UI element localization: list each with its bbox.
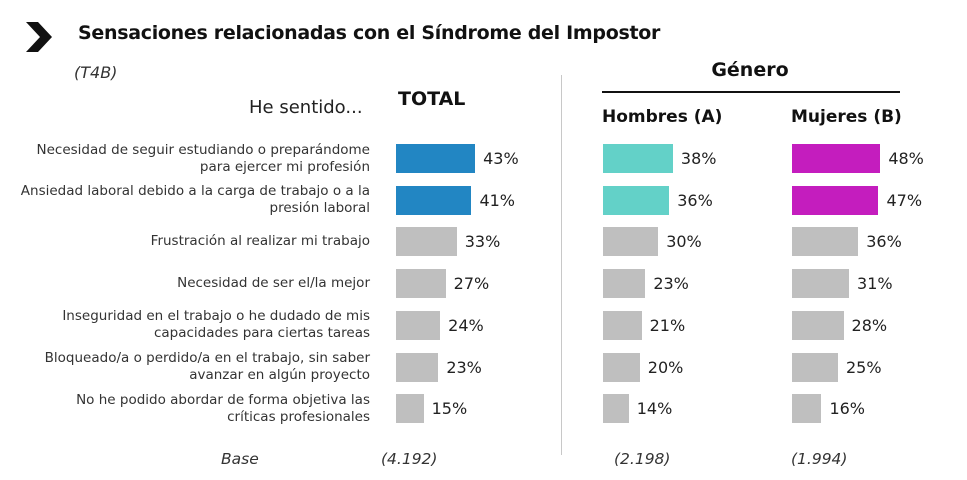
category-label-line: Ansiedad laboral debido a la carga de tr… bbox=[20, 183, 370, 200]
category-label: Frustración al realizar mi trabajo bbox=[10, 233, 370, 250]
bar-women bbox=[792, 310, 844, 340]
gender-header-underline bbox=[602, 91, 900, 93]
category-label-line: Bloqueado/a o perdido/a en el trabajo, s… bbox=[44, 350, 370, 366]
bar-women bbox=[792, 352, 838, 382]
category-label: No he podido abordar de forma objetiva l… bbox=[10, 392, 370, 426]
category-label-line: críticas profesionales bbox=[227, 408, 370, 425]
men-column-header: Hombres (A) bbox=[602, 107, 723, 127]
total-column-header: TOTAL bbox=[398, 88, 466, 110]
bar-total bbox=[396, 144, 476, 173]
base-total: (4.192) bbox=[381, 450, 438, 468]
category-label-line: Necesidad de ser el/la mejor bbox=[177, 275, 370, 292]
gender-group-header: Género bbox=[711, 59, 789, 81]
category-label-line: para ejercer mi profesión bbox=[199, 158, 370, 175]
data-label-women: 31% bbox=[857, 274, 893, 294]
base-women: (1.994) bbox=[791, 450, 848, 468]
category-label: Necesidad de ser el/la mejor bbox=[10, 275, 370, 292]
bar-men bbox=[603, 394, 629, 424]
bar-women bbox=[792, 269, 850, 299]
category-label-line: Inseguridad en el trabajo o he dudado de… bbox=[62, 308, 370, 325]
bar-women bbox=[792, 185, 879, 215]
chevron-right-icon bbox=[26, 22, 52, 52]
data-label-women: 47% bbox=[886, 190, 923, 210]
bar-women bbox=[792, 144, 881, 173]
bar-total bbox=[396, 310, 441, 340]
category-label-line: Frustración al realizar mi trabajo bbox=[150, 233, 370, 250]
question-label: He sentido... bbox=[249, 97, 363, 118]
category-label-line: presión laboral bbox=[269, 200, 370, 217]
category-label: Necesidad de seguir estudiando o prepará… bbox=[10, 141, 371, 176]
category-label-line: avanzar en algún proyecto bbox=[189, 367, 370, 383]
bar-total bbox=[396, 269, 446, 299]
base-label: Base bbox=[221, 450, 259, 468]
bar-total bbox=[396, 352, 439, 382]
data-label-men: 38% bbox=[680, 149, 717, 168]
data-label-total: 41% bbox=[479, 190, 515, 210]
category-label: Bloqueado/a o perdido/a en el trabajo, s… bbox=[10, 350, 370, 384]
category-label-line: No he podido abordar de forma objetiva l… bbox=[76, 391, 370, 408]
data-label-women: 48% bbox=[888, 149, 924, 168]
bar-men bbox=[603, 352, 640, 382]
data-label-men: 21% bbox=[649, 315, 686, 335]
category-label-line: capacidades para ciertas tareas bbox=[153, 325, 370, 342]
category-label: Inseguridad en el trabajo o he dudado de… bbox=[10, 308, 370, 342]
data-label-women: 36% bbox=[866, 232, 902, 252]
question-code: (T4B) bbox=[74, 63, 118, 82]
bar-men bbox=[603, 144, 673, 173]
data-label-women: 28% bbox=[851, 315, 888, 335]
data-label-total: 24% bbox=[448, 315, 484, 335]
data-label-men: 20% bbox=[647, 357, 684, 377]
data-label-total: 15% bbox=[431, 399, 468, 419]
data-label-men: 36% bbox=[677, 190, 713, 210]
bar-women bbox=[792, 394, 822, 424]
data-label-women: 16% bbox=[829, 399, 865, 419]
bar-men bbox=[603, 227, 659, 257]
bar-women bbox=[792, 227, 859, 257]
data-label-men: 14% bbox=[636, 399, 673, 419]
bar-total bbox=[396, 185, 472, 215]
data-label-total: 33% bbox=[464, 232, 501, 252]
data-label-total: 27% bbox=[453, 274, 490, 294]
bar-men bbox=[603, 310, 642, 340]
bar-men bbox=[603, 269, 646, 299]
women-column-header: Mujeres (B) bbox=[791, 107, 902, 127]
bar-total bbox=[396, 227, 457, 257]
data-label-total: 23% bbox=[446, 357, 482, 377]
column-divider bbox=[561, 75, 562, 455]
chart-title: Sensaciones relacionadas con el Síndrome… bbox=[78, 22, 661, 44]
category-label: Ansiedad laboral debido a la carga de tr… bbox=[10, 183, 370, 217]
base-men: (2.198) bbox=[614, 450, 671, 468]
data-label-men: 30% bbox=[666, 232, 702, 252]
bar-total bbox=[396, 394, 424, 424]
data-label-women: 25% bbox=[846, 357, 882, 377]
data-label-total: 43% bbox=[483, 149, 519, 168]
bar-men bbox=[603, 185, 670, 215]
category-label-line: Necesidad de seguir estudiando o prepará… bbox=[36, 141, 371, 158]
data-label-men: 23% bbox=[653, 274, 689, 294]
